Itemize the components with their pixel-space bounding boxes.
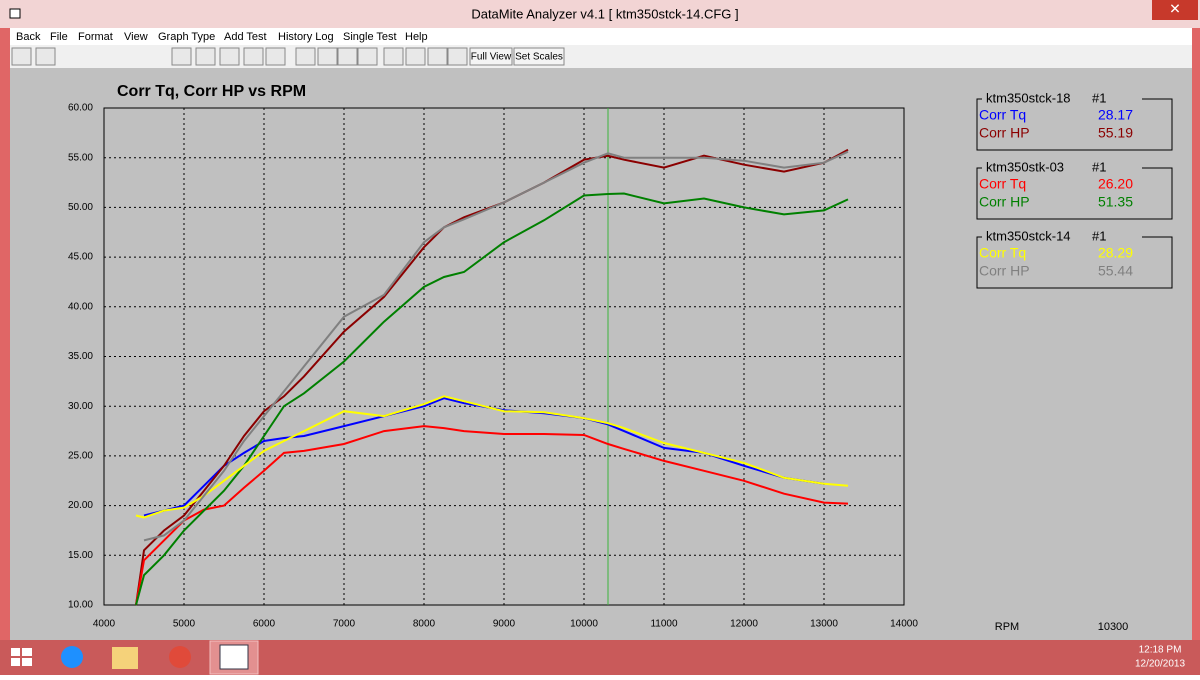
menu-item[interactable]: Single Test <box>343 31 397 43</box>
window-title: DataMite Analyzer v4.1 [ ktm350stck-14.C… <box>471 6 738 21</box>
close-button[interactable] <box>1152 0 1198 20</box>
legend-readout: 28.29 <box>1098 245 1133 261</box>
tool-button[interactable] <box>317 47 338 66</box>
legend-series-name: Corr Tq <box>979 245 1026 261</box>
legend-readout: 55.19 <box>1098 125 1133 141</box>
x-tick-label: 12000 <box>730 619 758 630</box>
x-tick-label: 14000 <box>890 619 918 630</box>
chart-panel <box>10 68 1192 640</box>
series-line <box>135 425 849 606</box>
x-tick-label: 9000 <box>493 619 516 630</box>
x-tick-label: 6000 <box>253 619 276 630</box>
tool-button[interactable] <box>447 47 468 66</box>
menu-item[interactable]: Back <box>16 31 41 43</box>
chrome-icon[interactable] <box>169 646 191 668</box>
legend-title-bg <box>982 230 1142 244</box>
clock-time: 12:18 PM <box>1139 645 1182 656</box>
legend-test-name: ktm350stck-18 <box>986 90 1071 105</box>
explorer-icon[interactable] <box>112 647 138 669</box>
menu-item[interactable]: View <box>124 31 148 43</box>
y-tick-label: 60.00 <box>68 103 93 114</box>
tool-button[interactable] <box>219 47 240 66</box>
legend-series-name: Corr HP <box>979 125 1030 141</box>
x-tick-label: 11000 <box>650 619 678 630</box>
menu-item[interactable]: Add Test <box>224 31 267 43</box>
clock-date: 12/20/2013 <box>1135 659 1185 670</box>
y-tick-label: 20.00 <box>68 500 93 511</box>
series-line <box>135 395 849 519</box>
menu-item[interactable]: File <box>50 31 68 43</box>
legend-series-name: Corr Tq <box>979 176 1026 192</box>
y-tick-label: 15.00 <box>68 550 93 561</box>
title-bar <box>0 0 1200 28</box>
tool-button[interactable] <box>171 47 192 66</box>
legend-readout: 28.17 <box>1098 107 1133 123</box>
menu-item[interactable]: Format <box>78 31 113 43</box>
legend-run: #1 <box>1092 90 1106 105</box>
legend-run: #1 <box>1092 228 1106 243</box>
y-tick-label: 45.00 <box>68 252 93 263</box>
tool-button[interactable] <box>383 47 404 66</box>
menu-bar <box>10 28 1192 45</box>
legend-series-name: Corr HP <box>979 263 1030 279</box>
tool-button[interactable] <box>35 47 56 66</box>
legend-readout: 51.35 <box>1098 194 1133 210</box>
x-tick-label: 5000 <box>173 619 196 630</box>
tool-button[interactable] <box>295 47 316 66</box>
y-tick-label: 55.00 <box>68 152 93 163</box>
cursor-value: 10300 <box>1098 621 1129 633</box>
tool-button[interactable] <box>513 47 565 66</box>
menu-item[interactable]: Help <box>405 31 428 43</box>
tool-button[interactable] <box>427 47 448 66</box>
legend-title-bg <box>982 92 1142 106</box>
tool-button-label: Full View <box>471 52 512 63</box>
legend-run: #1 <box>1092 159 1106 174</box>
tool-button[interactable] <box>195 47 216 66</box>
start-button[interactable] <box>11 648 32 666</box>
x-tick-label: 8000 <box>413 619 436 630</box>
tool-button[interactable] <box>337 47 358 66</box>
x-tick-label: 10000 <box>570 619 598 630</box>
legend-series-name: Corr HP <box>979 194 1030 210</box>
x-tick-label: 4000 <box>93 619 116 630</box>
legend-title-bg <box>982 161 1142 175</box>
tool-button[interactable] <box>265 47 286 66</box>
x-axis-label: RPM <box>995 621 1019 633</box>
menu-item[interactable]: History Log <box>278 31 334 43</box>
taskbar <box>0 640 1200 675</box>
y-tick-label: 25.00 <box>68 451 93 462</box>
tool-button[interactable] <box>243 47 264 66</box>
x-tick-label: 13000 <box>810 619 838 630</box>
legend-test-name: ktm350stk-03 <box>986 159 1064 174</box>
legend-test-name: ktm350stck-14 <box>986 228 1071 243</box>
chart-title: Corr Tq, Corr HP vs RPM <box>117 83 306 100</box>
legend-readout: 55.44 <box>1098 263 1133 279</box>
tool-button[interactable] <box>357 47 378 66</box>
tool-button[interactable] <box>469 47 513 66</box>
legend-series-name: Corr Tq <box>979 107 1026 123</box>
y-tick-label: 40.00 <box>68 301 93 312</box>
app-icon <box>9 8 21 19</box>
close-glyph: ✕ <box>1169 1 1181 17</box>
y-tick-label: 35.00 <box>68 351 93 362</box>
series-line <box>135 192 849 606</box>
tool-button-label: Set Scales <box>515 52 563 63</box>
datamite-icon <box>219 644 249 670</box>
tool-button[interactable] <box>11 47 32 66</box>
x-tick-label: 7000 <box>333 619 356 630</box>
tool-button[interactable] <box>405 47 426 66</box>
toolbar-buttons: Full View Set Scales <box>11 47 565 66</box>
y-tick-label: 50.00 <box>68 202 93 213</box>
series-line <box>143 150 849 542</box>
menu-item[interactable]: Graph Type <box>158 31 215 43</box>
ie-icon[interactable] <box>61 646 83 668</box>
y-tick-label: 30.00 <box>68 401 93 412</box>
legend-readout: 26.20 <box>1098 176 1133 192</box>
y-tick-label: 10.00 <box>68 600 93 611</box>
